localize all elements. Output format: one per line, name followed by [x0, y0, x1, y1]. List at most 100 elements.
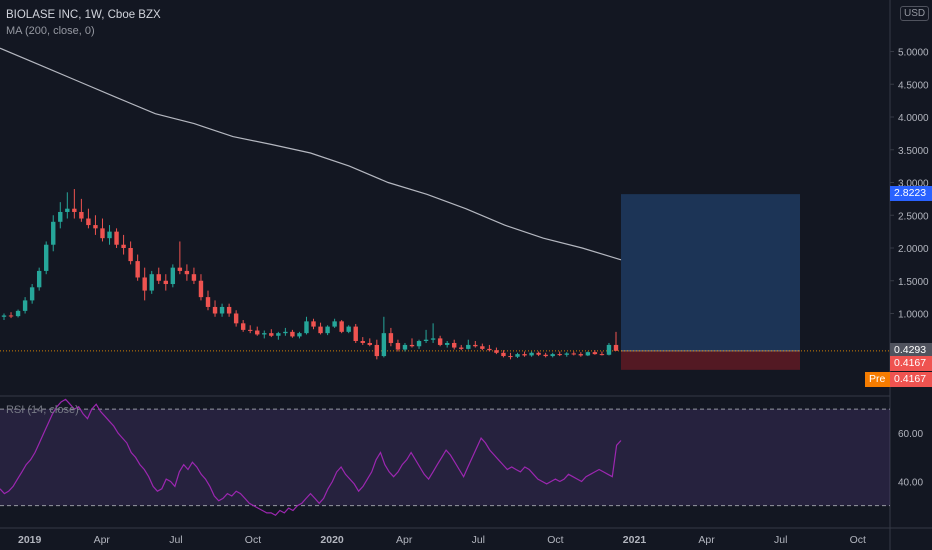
candle-body [311, 321, 316, 327]
candle-body [501, 352, 506, 357]
candle-body [262, 333, 267, 335]
currency-badge[interactable]: USD [900, 6, 930, 21]
axes: 60.00 40.00 5.0000 4.5000 4.0000 3.5000 3.0000… [18, 48, 929, 547]
candle-body [346, 326, 351, 332]
candle-body [571, 353, 576, 355]
time-axis-label: 2019 [18, 534, 42, 546]
candle-body [536, 352, 541, 355]
candle-body [388, 333, 394, 343]
candle-body [508, 356, 513, 358]
target-price-tag: 2.8223 [890, 186, 932, 202]
ma200-line [0, 47, 622, 261]
stop-price-tag: 0.4167 [890, 356, 932, 371]
candle-body [15, 310, 21, 317]
candle-body [29, 287, 35, 301]
candle-body [466, 344, 471, 349]
symbol-title[interactable]: BIOLASE INC, 1W, Cboe BZX [6, 9, 161, 21]
candle-body [550, 354, 555, 357]
candle-body [163, 280, 168, 285]
ma-legend[interactable]: MA (200, close, 0) [6, 25, 95, 37]
stop-zone [621, 350, 800, 370]
rsi-tick-label: 60.00 [898, 429, 923, 440]
candle-body [592, 352, 598, 355]
candle-body [367, 342, 372, 345]
time-axis-label: Jul [169, 534, 182, 546]
rsi-pane [0, 398, 890, 517]
candle-body [44, 244, 49, 271]
candle-body [198, 280, 204, 298]
candle-body [452, 342, 457, 348]
candle-body [58, 211, 63, 222]
candle-body [128, 248, 133, 262]
candle-body [240, 323, 246, 330]
candle-body [416, 341, 422, 347]
candle-body [290, 331, 295, 337]
candle-body [402, 344, 408, 350]
target-zone [621, 194, 800, 351]
candle-body [529, 352, 534, 356]
price-tick-label: 4.0000 [898, 113, 929, 124]
candle-body [360, 341, 365, 343]
candle-body [36, 270, 42, 288]
candle-body [79, 211, 84, 219]
candle-body [72, 208, 77, 212]
candle-body [219, 306, 225, 314]
time-axis-label: 2020 [320, 534, 344, 546]
candle-body [205, 297, 211, 307]
candle-body [332, 321, 337, 327]
candle-body [423, 339, 429, 342]
pre-market-label: Pre [865, 372, 891, 387]
candle-body [8, 315, 14, 317]
candle-body [135, 261, 140, 278]
candle-body [191, 274, 197, 281]
rsi-band [0, 409, 890, 506]
candle-body [494, 350, 499, 353]
price-tick-label: 2.0000 [898, 244, 929, 255]
time-axis-label: Oct [850, 534, 866, 546]
candle-body [613, 344, 619, 351]
candle-body [564, 353, 569, 355]
candle-body [339, 321, 344, 332]
candle-body [325, 326, 330, 334]
candles-layer [1, 189, 619, 360]
candle-body [184, 270, 190, 275]
rsi-legend[interactable]: RSI (14, close) [6, 404, 79, 416]
price-tick-label: 1.5000 [898, 277, 929, 288]
candle-body [444, 342, 450, 345]
candle-body [409, 344, 415, 347]
candle-body [437, 338, 443, 345]
candle-body [177, 267, 183, 271]
candle-body [1, 315, 7, 317]
candle-body [107, 231, 112, 239]
price-tick-label: 3.5000 [898, 146, 929, 157]
rsi-tick-label: 40.00 [898, 478, 923, 489]
candle-body [480, 346, 485, 349]
candle-body [248, 329, 253, 331]
price-tick-label: 5.0000 [898, 48, 929, 59]
price-tick-label: 4.5000 [898, 80, 929, 91]
candle-body [381, 333, 387, 357]
price-tick-label: 3.0000 [898, 179, 929, 190]
candle-body [226, 306, 232, 314]
candle-body [51, 221, 56, 245]
candle-body [515, 354, 520, 357]
candle-body [149, 274, 154, 291]
candle-body [459, 347, 464, 349]
time-axis-label: Oct [547, 534, 563, 546]
candle-body [353, 326, 358, 342]
candle-body [65, 208, 70, 212]
candle-body [557, 354, 562, 356]
candle-body [487, 348, 492, 351]
candle-body [578, 354, 584, 356]
candle-body [212, 306, 218, 314]
time-axis-label: Jul [472, 534, 485, 546]
candle-body [114, 231, 119, 245]
candle-body [473, 344, 478, 347]
time-axis-label: Apr [396, 534, 413, 546]
candle-body [304, 321, 309, 334]
candle-body [142, 277, 147, 291]
candle-body [276, 333, 281, 336]
candle-body [93, 225, 98, 229]
